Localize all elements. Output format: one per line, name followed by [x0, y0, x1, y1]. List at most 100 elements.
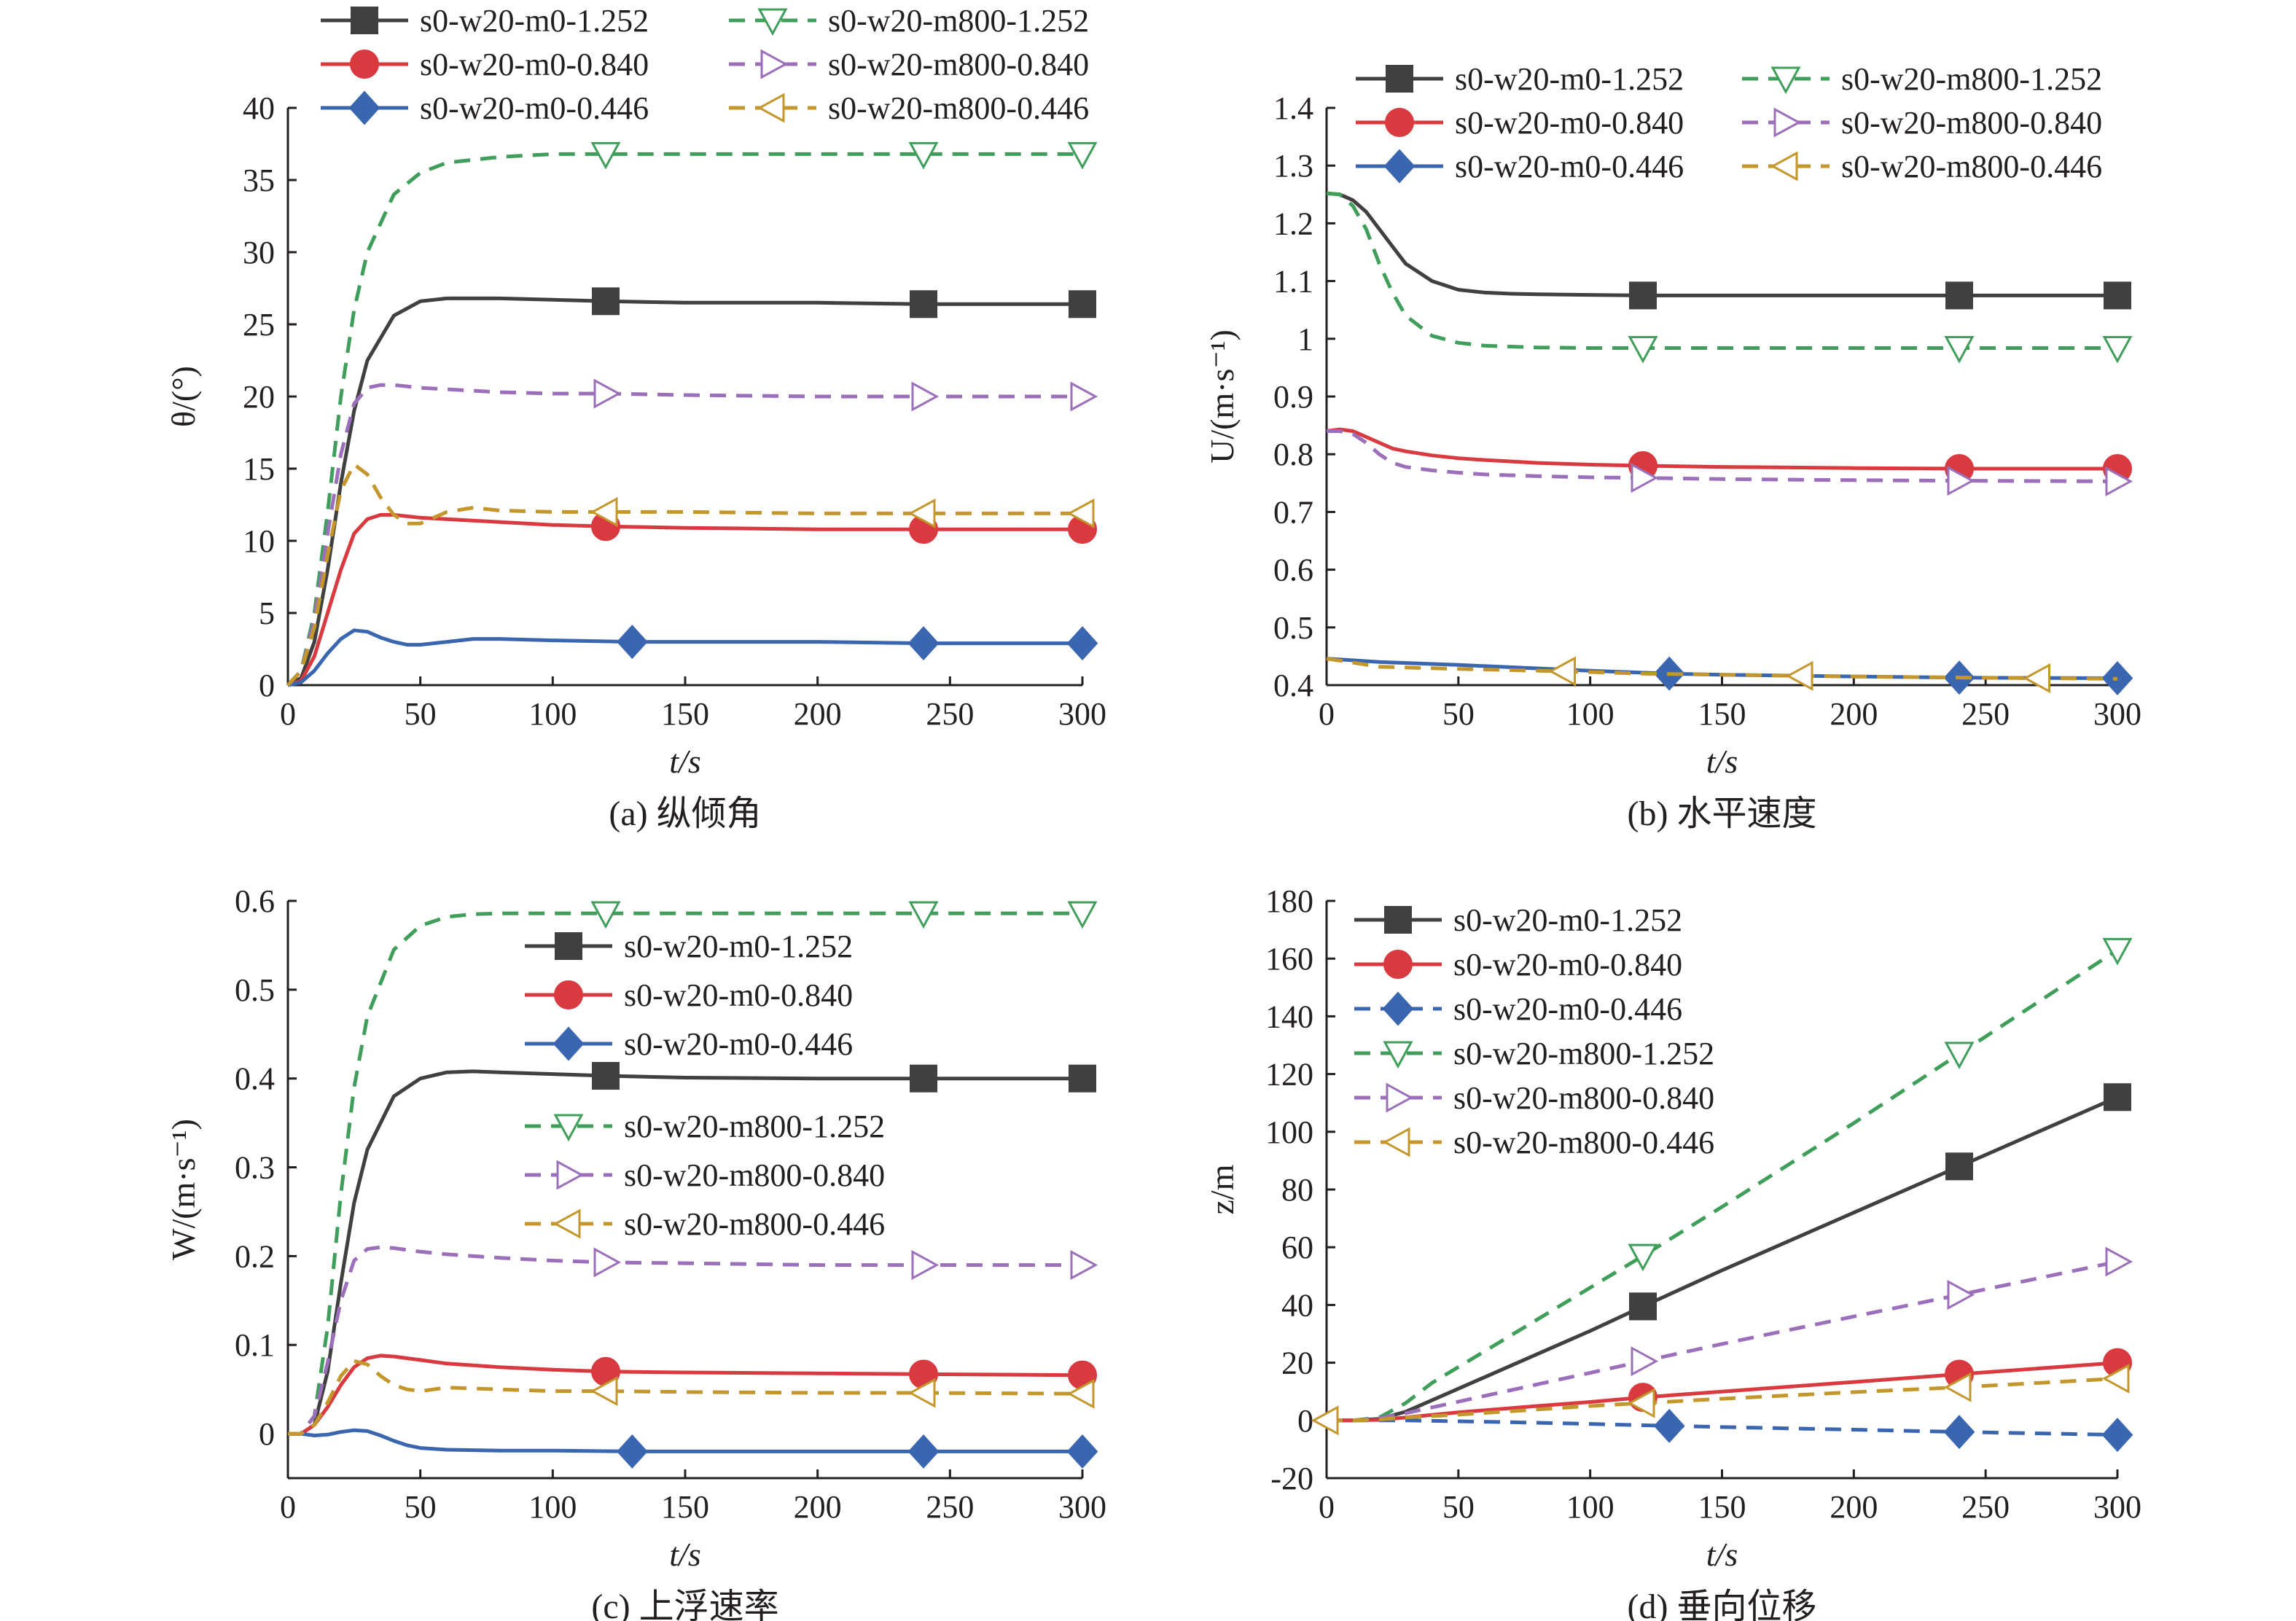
x-tick-label: 100 [528, 1489, 577, 1525]
legend-label: s0-w20-m0-0.840 [420, 47, 649, 82]
data-point-marker [1066, 1434, 1098, 1469]
legend-marker-swatch [1386, 1082, 1414, 1113]
chart-legend: s0-w20-m0-1.252 s0-w20-m0-0.840 s0-w20-m0-… [1354, 902, 1714, 1160]
legend-marker-swatch [554, 980, 583, 1009]
data-point-marker [1067, 901, 1098, 929]
chart-panel-d: 0 50 100 150 200 250 300-200204060801001201401… [1203, 883, 2141, 1621]
y-tick-label: 25 [243, 307, 275, 343]
series-line-s0-w20-m0-1.252 [286, 296, 1082, 687]
legend-marker-swatch [757, 8, 788, 36]
x-tick-label: 100 [1566, 1489, 1614, 1525]
y-tick-label: 1 [1297, 321, 1313, 357]
y-axis-label: z/m [1203, 1164, 1241, 1214]
data-point-marker [1067, 141, 1098, 170]
legend-marker-swatch [552, 1208, 581, 1239]
chart-panel-b: 0 50 100 150 200 250 300 0.4 0.5 0.6 0.7 0.8 0.9 1 1.1… [1203, 61, 2141, 833]
chart-panel-a: 0 50 100 150 200 250 300 0 5 10 15 20 25 30 35 40 t/s θ/(… [165, 3, 1106, 833]
legend-marker-swatch [1382, 1127, 1410, 1157]
x-tick-label: 250 [1961, 696, 2010, 732]
legend-marker-swatch [1384, 906, 1412, 934]
legend-marker-swatch [350, 50, 379, 79]
legend-marker-swatch [555, 932, 582, 960]
y-tick-label: 0.5 [235, 972, 275, 1008]
y-tick-label: 40 [1281, 1287, 1313, 1323]
data-point-marker [1070, 1250, 1098, 1281]
data-point-marker [1548, 656, 1576, 687]
series-line-s0-w20-m0-0.446 [288, 1428, 1082, 1453]
x-tick-label: 50 [1442, 1489, 1475, 1525]
y-tick-label: 0.4 [235, 1061, 275, 1097]
legend-label: s0-w20-m0-0.840 [1453, 947, 1682, 983]
y-tick-label: 0.6 [235, 883, 275, 919]
data-point-marker [911, 1250, 940, 1281]
y-tick-label: 60 [1281, 1230, 1313, 1265]
data-point-marker [908, 141, 939, 170]
legend-label: s0-w20-m0-0.446 [1455, 149, 1684, 184]
x-tick-label: 150 [661, 1489, 709, 1525]
data-point-marker [911, 381, 940, 412]
series-line-s0-w20-m0-1.252 [1326, 191, 2117, 297]
x-tick-label: 300 [1058, 696, 1106, 732]
legend-label: s0-w20-m800-0.840 [624, 1157, 885, 1193]
data-point-marker [616, 1434, 648, 1469]
data-point-marker [1944, 1042, 1975, 1070]
legend-label: s0-w20-m0-0.446 [420, 90, 649, 126]
x-tick-label: 250 [926, 1489, 974, 1525]
chart-panel-c: 0 50 100 150 200 250 300 0 0.1 0.2 0.3 0.4 0.5 0.6 t/s… [165, 883, 1106, 1621]
legend-item: s0-w20-m800-1.252 [1354, 1036, 1714, 1071]
legend-marker-swatch [1385, 108, 1414, 137]
data-point-marker [1653, 1408, 1685, 1443]
legend-item: s0-w20-m0-0.446 [321, 90, 649, 126]
x-tick-label: 200 [794, 1489, 842, 1525]
y-tick-label: 0.6 [1273, 552, 1313, 588]
y-tick-label: 180 [1265, 883, 1313, 919]
data-point-marker [1945, 281, 1973, 310]
y-tick-label: 20 [243, 379, 275, 415]
chart-legend: s0-w20-m0-1.252 s0-w20-m0-0.840 s0-w20-m0-… [525, 929, 885, 1242]
legend-marker-swatch [1773, 107, 1802, 138]
legend-marker-swatch [552, 1026, 585, 1061]
legend-marker-swatch [1770, 151, 1798, 181]
y-tick-label: 0.5 [1273, 610, 1313, 646]
data-point-marker [1631, 463, 1659, 493]
legend-item: s0-w20-m0-0.840 [1356, 105, 1684, 141]
legend-label: s0-w20-m0-1.252 [1455, 61, 1684, 97]
chart-caption: (b) 水平速度 [1628, 794, 1817, 833]
y-tick-label: 0.4 [1273, 668, 1313, 703]
data-point-marker [1629, 281, 1657, 310]
legend-label: s0-w20-m800-0.840 [828, 47, 1089, 82]
y-tick-label: 0 [1297, 1403, 1313, 1439]
legend-label: s0-w20-m0-1.252 [624, 929, 853, 964]
y-tick-label: 0.2 [235, 1238, 275, 1274]
x-tick-label: 300 [2093, 696, 2141, 732]
x-tick-label: 200 [1830, 1489, 1878, 1525]
data-point-marker [1069, 1064, 1096, 1093]
x-tick-label: 0 [1319, 1489, 1335, 1525]
legend-item: s0-w20-m800-0.840 [1354, 1080, 1714, 1116]
series-line-s0-w20-m800-1.252 [288, 911, 1082, 1436]
legend-label: s0-w20-m0-1.252 [420, 3, 649, 39]
y-tick-label: 0 [259, 668, 275, 703]
legend-label: s0-w20-m800-1.252 [624, 1109, 885, 1144]
data-point-marker [1627, 1388, 1655, 1418]
y-tick-label: -20 [1270, 1461, 1313, 1496]
data-point-marker [616, 625, 648, 660]
data-point-marker [2101, 1418, 2133, 1453]
y-tick-label: 160 [1265, 941, 1313, 977]
series-line-s0-w20-m800-0.446 [286, 462, 1082, 687]
x-tick-label: 200 [1830, 696, 1878, 732]
data-point-marker [592, 287, 620, 316]
data-point-marker [590, 901, 621, 929]
data-point-marker [1628, 335, 1658, 364]
y-tick-label: 0 [259, 1416, 275, 1452]
x-axis-label: t/s [669, 1536, 700, 1573]
data-point-marker [1944, 335, 1975, 364]
legend-item: s0-w20-m800-1.252 [525, 1109, 885, 1144]
legend-item: s0-w20-m0-1.252 [525, 929, 853, 964]
legend-marker-swatch [553, 1114, 584, 1142]
x-tick-label: 300 [2093, 1489, 2141, 1525]
legend-marker-swatch [348, 90, 380, 125]
series-line-s0-w20-m0-0.840 [1327, 1361, 2118, 1423]
series-line-s0-w20-m800-0.446 [288, 1359, 1083, 1436]
series-line-s0-w20-m800-0.446 [1327, 1376, 2118, 1423]
